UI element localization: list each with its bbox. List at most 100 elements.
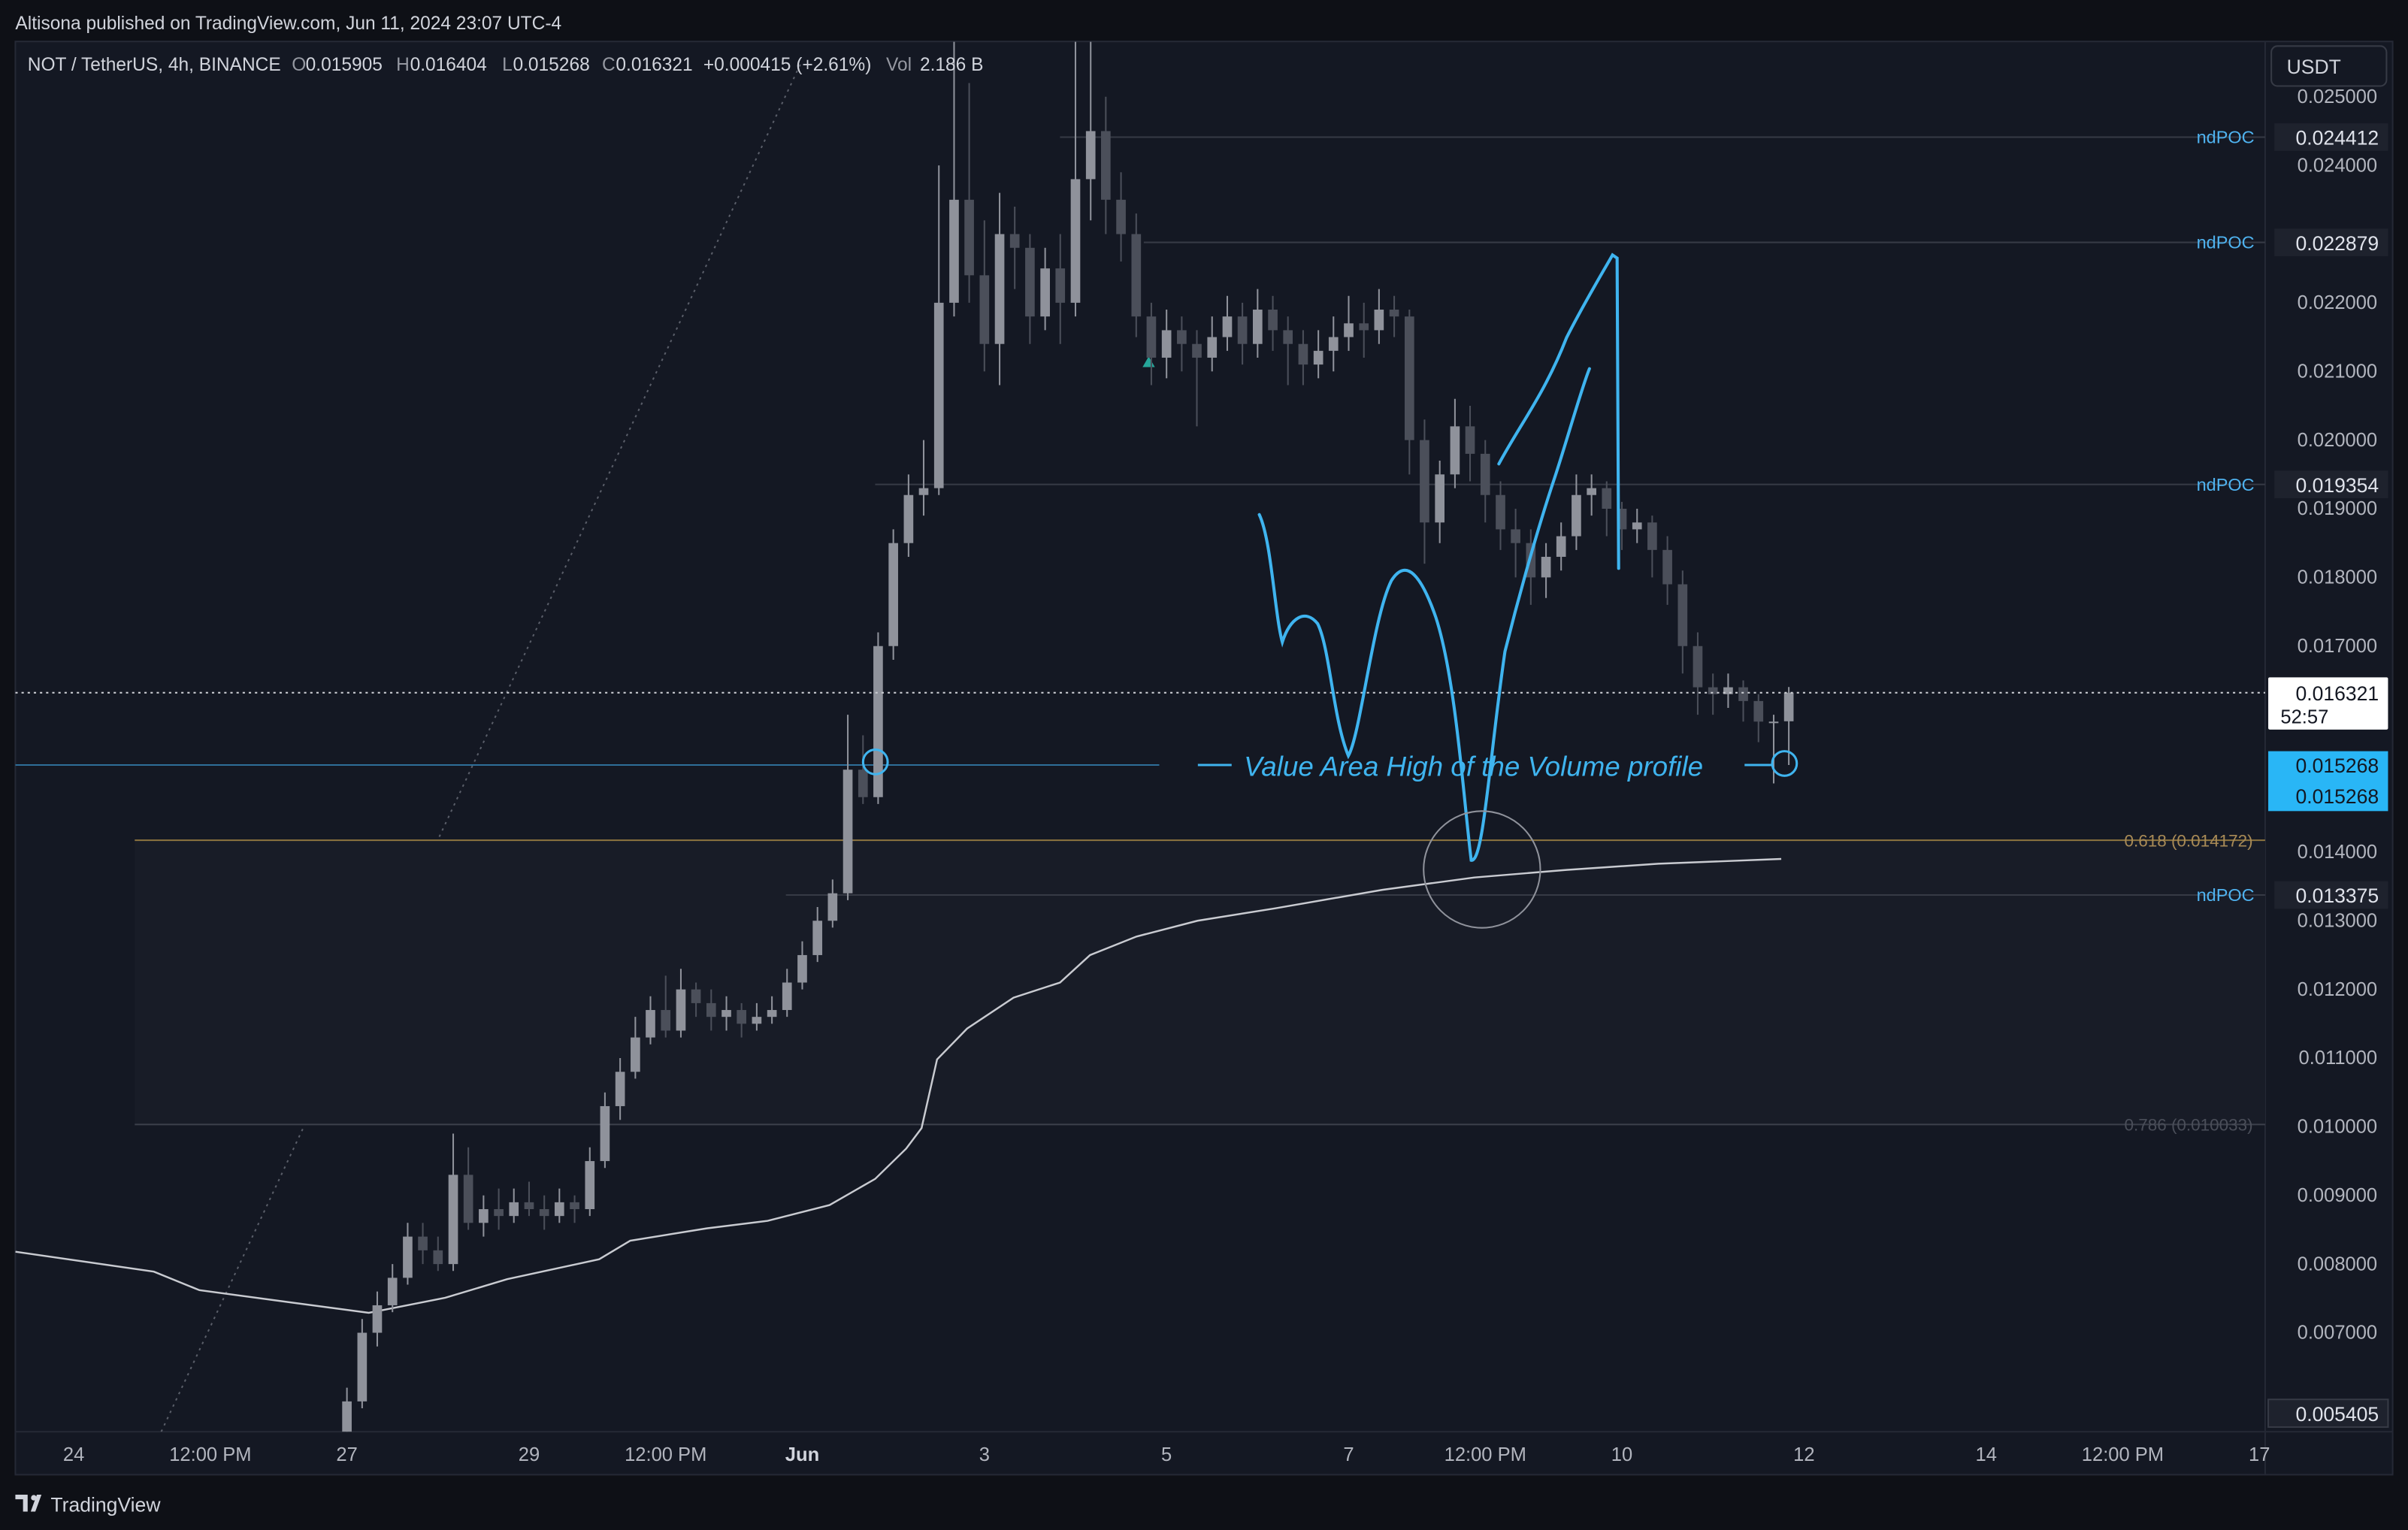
x-tick-label: 10 — [1611, 1444, 1632, 1465]
candle-body — [509, 1202, 519, 1217]
price-label-box — [2274, 470, 2388, 499]
price-label: 0.005405 — [2295, 1403, 2379, 1426]
publisher: Altisona published on TradingView.com, J… — [15, 14, 561, 34]
candle-body — [918, 488, 929, 495]
candle-body — [1040, 268, 1050, 317]
price-label-box — [2274, 123, 2388, 151]
ndpoc-name: ndPOC — [2197, 885, 2255, 905]
candle-body — [1222, 316, 1233, 337]
change: +0.000415 (+2.61%) — [703, 55, 872, 75]
candle-body — [342, 1401, 352, 1432]
candle-body — [1465, 426, 1475, 454]
value-area-price: 0.015268 — [2295, 785, 2379, 808]
y-tick-label: 0.012000 — [2298, 979, 2377, 1000]
candle-body — [782, 982, 792, 1011]
candle-body — [721, 1010, 731, 1017]
x-tick-label: 7 — [1343, 1444, 1354, 1465]
candle-body — [1511, 529, 1520, 543]
candle-body — [1161, 330, 1172, 358]
candle-body — [1192, 343, 1202, 358]
candle-body — [964, 199, 974, 276]
candle-body — [903, 494, 914, 543]
candle-body — [387, 1278, 398, 1305]
candle-body — [1252, 310, 1263, 344]
y-tick-label: 0.020000 — [2298, 430, 2377, 451]
candle-body — [797, 954, 807, 983]
candle-body — [1055, 268, 1066, 303]
candle-body — [1420, 440, 1429, 523]
candle-body — [1647, 522, 1657, 550]
plot-area — [15, 41, 2265, 1432]
candle-body — [646, 1010, 655, 1038]
price-label-box — [2274, 228, 2388, 256]
candle-body — [767, 1010, 777, 1017]
candle-body — [585, 1161, 595, 1210]
candle-body — [1328, 337, 1339, 351]
currency-button[interactable]: USDT — [2270, 45, 2388, 87]
candle-body — [888, 543, 898, 646]
current-price: 0.016321 — [2295, 682, 2379, 705]
candle-body — [1344, 323, 1354, 337]
candle-body — [1632, 522, 1642, 530]
candle-body — [1541, 556, 1551, 578]
symbol: NOT / TetherUS, 4h, BINANCE — [28, 55, 281, 75]
x-tick-label: 27 — [336, 1444, 357, 1465]
price-label-box — [2267, 1398, 2389, 1429]
candle-body — [1723, 687, 1733, 694]
candle-body — [1085, 131, 1096, 180]
currency-button-box[interactable] — [2270, 45, 2388, 87]
candle-body — [1101, 131, 1111, 200]
y-tick-label: 0.013000 — [2298, 910, 2377, 931]
candle-body — [1283, 330, 1293, 344]
x-tick-label: 12:00 PM — [1444, 1444, 1526, 1465]
x-tick-label: 12:00 PM — [169, 1444, 251, 1465]
candle-body — [1602, 488, 1612, 509]
candle-body — [1389, 310, 1399, 317]
candle-body — [1768, 721, 1779, 724]
touch-circle — [861, 748, 889, 776]
current-price-box — [2268, 677, 2388, 730]
candle-body — [1146, 316, 1157, 358]
annotation-text: Value Area High of the Volume profile — [1244, 751, 1703, 782]
countdown: 52:57 — [2280, 707, 2328, 728]
candle-body — [1450, 426, 1460, 475]
y-tick-label: 0.025000 — [2298, 86, 2377, 107]
volume-value: 2.186 B — [920, 55, 983, 75]
candle-body — [524, 1202, 534, 1210]
candle-body — [1025, 247, 1035, 317]
y-tick-label: 0.007000 — [2298, 1323, 2377, 1344]
candle-body — [1359, 323, 1369, 331]
candle-body — [1116, 199, 1126, 234]
ohlc-key: O — [292, 55, 306, 75]
candle-body — [615, 1072, 625, 1106]
candle-body — [827, 893, 838, 921]
y-tick-label: 0.022000 — [2298, 292, 2377, 313]
x-tick-label: Jun — [785, 1444, 819, 1465]
candle-body — [1496, 494, 1505, 530]
y-tick-label: 0.008000 — [2298, 1253, 2377, 1274]
y-tick-label: 0.018000 — [2298, 567, 2377, 588]
candle-body — [1313, 350, 1323, 365]
currency-label[interactable]: USDT — [2287, 56, 2341, 78]
price-label: 0.022879 — [2295, 232, 2379, 255]
candle-body — [706, 1002, 716, 1017]
candle-body — [1374, 310, 1384, 331]
logo — [31, 1495, 37, 1501]
price-label: 0.013375 — [2295, 884, 2379, 907]
candle-body — [1480, 453, 1490, 495]
ndpoc-name: ndPOC — [2197, 128, 2255, 147]
candle-body — [1009, 234, 1020, 248]
candle-body — [494, 1209, 504, 1217]
x-tick-label: 5 — [1161, 1444, 1172, 1465]
candle-body — [554, 1202, 564, 1217]
price-label: 0.019354 — [2295, 474, 2379, 497]
y-tick-label: 0.017000 — [2298, 636, 2377, 657]
candle-body — [676, 989, 686, 1031]
candle-body — [842, 770, 853, 894]
fib-label: 0.786 (0.010033) — [2124, 1116, 2252, 1135]
candle-body — [949, 199, 959, 303]
y-tick-label: 0.010000 — [2298, 1117, 2377, 1138]
x-tick-label: 29 — [519, 1444, 540, 1465]
candle-body — [933, 302, 944, 488]
